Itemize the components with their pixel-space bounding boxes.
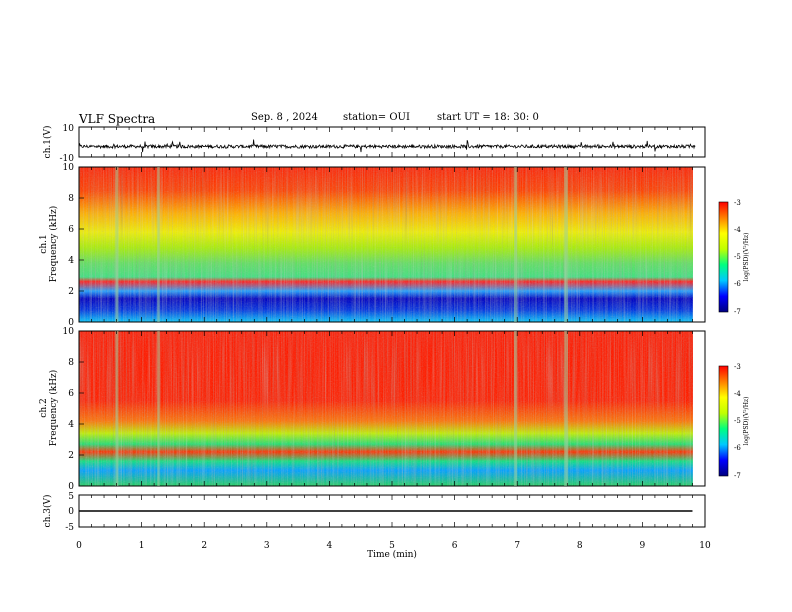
colorbar-ch2-tick-3: -5 [734,417,741,425]
x-tick-label: 2 [201,541,207,551]
x-tick-label: 9 [640,541,646,551]
date-label: Sep. 8 , 2024 [251,112,318,123]
start-ut-label: start UT = 18: 30: 0 [437,112,539,123]
colorbar-ch1-tick-1: -3 [734,199,741,207]
ch2-ylabel-frequency: Frequency (kHz) [48,370,59,447]
ch2-ytick-label: 4 [68,420,74,430]
ch1-ytick-label: 6 [68,225,74,235]
ch3-waveform-panel: 5 0 -5 ch.3(V) [42,492,706,533]
ch2-spectrogram-panel: ch.2 Frequency (kHz) [39,330,706,487]
colorbar-ch1-label: log(PSD)(V²/Hz) [743,233,750,282]
ch1-ylabel-channel: ch.1 [39,234,49,253]
ch1-heatmap-speckle [79,167,693,322]
tick-marks [78,127,706,527]
ch1-ytick-bottom: -10 [60,154,75,164]
colorbar-ch2-tick-4: -6 [734,444,741,452]
ch1-waveform-trace [78,139,696,153]
ch1-ytick-label: 2 [68,287,74,297]
x-tick-label: 5 [389,541,395,551]
colorbar-ch2-scale [718,365,729,477]
colorbar-ch1-scale [718,201,729,313]
ch1-ytick-label: 10 [63,163,75,173]
colorbar-ch2-tick-5: -7 [734,472,741,480]
ch3-waveform-ylabel: ch.3(V) [42,495,53,528]
colorbar-ch1-tick-3: -5 [734,253,741,261]
x-tick-labels: 0 1 2 3 4 5 6 7 8 9 10 [76,541,711,551]
station-label: station= OUI [343,112,410,123]
colorbar-ch1-tick-5: -7 [734,308,741,316]
ch1-spectrogram-panel: ch.1 Frequency (kHz) [39,166,706,323]
ch1-ytick-label: 4 [68,256,74,266]
x-tick-label: 3 [264,541,270,551]
x-tick-label: 7 [514,541,520,551]
x-tick-label: 4 [327,541,333,551]
ch3-ytick-mid: 0 [68,507,74,517]
x-tick-label: 6 [452,541,458,551]
x-tick-label: 0 [76,541,82,551]
ch2-ytick-label: 6 [68,389,74,399]
colorbar-ch2-tick-2: -4 [734,390,741,398]
ch2-ytick-label: 8 [68,358,74,368]
colorbar-ch2-tick-1: -3 [734,363,741,371]
x-axis-label: Time (min) [367,549,417,560]
colorbar-ch2-label: log(PSD)(V²/Hz) [743,397,750,446]
ch1-ylabel-frequency: Frequency (kHz) [48,206,59,283]
ch3-ytick-top: 5 [68,492,74,502]
ch1-ytick-top: 10 [63,124,75,134]
ch1-ytick-label: 0 [68,318,74,328]
ch1-waveform-ylabel: ch.1(V) [42,126,53,159]
ch2-ytick-label: 10 [63,327,75,337]
ch2-ytick-label: 0 [68,482,74,492]
chart-title: VLF Spectra [79,112,156,126]
colorbar-ch1-tick-4: -6 [734,280,741,288]
x-tick-label: 8 [577,541,583,551]
x-tick-label: 10 [699,541,711,551]
ch2-ytick-label: 2 [68,451,74,461]
ch3-ytick-bottom: -5 [65,523,74,533]
ch1-ytick-label: 8 [68,194,74,204]
x-tick-label: 1 [139,541,145,551]
colorbar-ch1: -3 -4 -5 -6 -7 log(PSD)(V²/Hz) [718,199,750,316]
ch2-ylabel-channel: ch.2 [39,398,49,417]
colorbar-ch2: -3 -4 -5 -6 -7 log(PSD)(V²/Hz) [718,363,750,480]
ch2-heatmap-speckle [79,331,693,486]
colorbar-ch1-tick-2: -4 [734,226,741,234]
